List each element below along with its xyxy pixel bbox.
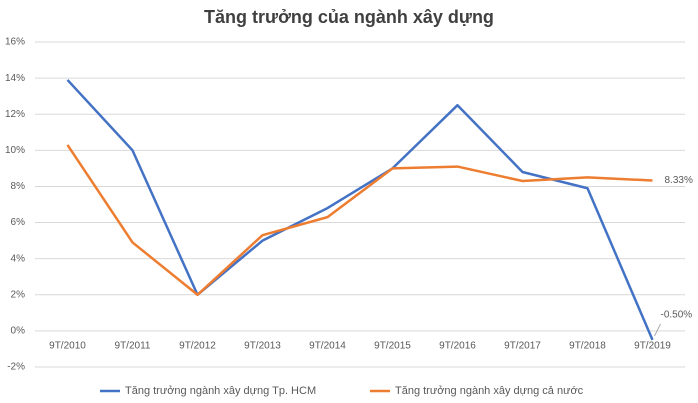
x-tick-label: 9T/2016: [439, 341, 476, 352]
y-tick-label: 16%: [5, 37, 25, 48]
y-tick-label: 0%: [11, 326, 26, 337]
x-tick-label: 9T/2013: [244, 341, 281, 352]
y-tick-label: 12%: [5, 109, 25, 120]
x-tick-label: 9T/2015: [374, 341, 411, 352]
x-tick-label: 9T/2010: [49, 341, 86, 352]
x-tick-label: 9T/2011: [115, 341, 151, 352]
label-leader: [654, 323, 661, 337]
legend-label: Tăng trưởng ngành xây dựng Tp. HCM: [125, 385, 316, 397]
x-tick-label: 9T/2018: [569, 341, 606, 352]
series-line: [66, 144, 653, 297]
x-tick-label: 9T/2014: [309, 341, 346, 352]
series-line: [66, 79, 654, 341]
x-tick-label: 9T/2017: [504, 341, 541, 352]
y-tick-label: 8%: [11, 181, 26, 192]
legend-label: Tăng trưởng ngành xây dựng cả nước: [395, 385, 584, 397]
x-tick-label: 9T/2012: [179, 341, 216, 352]
data-label: 8.33%: [665, 175, 693, 186]
y-tick-label: 4%: [11, 253, 26, 264]
chart-title: Tăng trưởng của ngành xây dựng: [204, 7, 494, 27]
data-label: -0.50%: [661, 310, 693, 321]
y-tick-label: 6%: [11, 217, 26, 228]
y-tick-label: 10%: [5, 145, 25, 156]
y-tick-label: 14%: [5, 73, 25, 84]
y-tick-label: -2%: [7, 362, 25, 373]
y-tick-label: 2%: [11, 289, 26, 300]
x-tick-label: 9T/2019: [634, 341, 671, 352]
